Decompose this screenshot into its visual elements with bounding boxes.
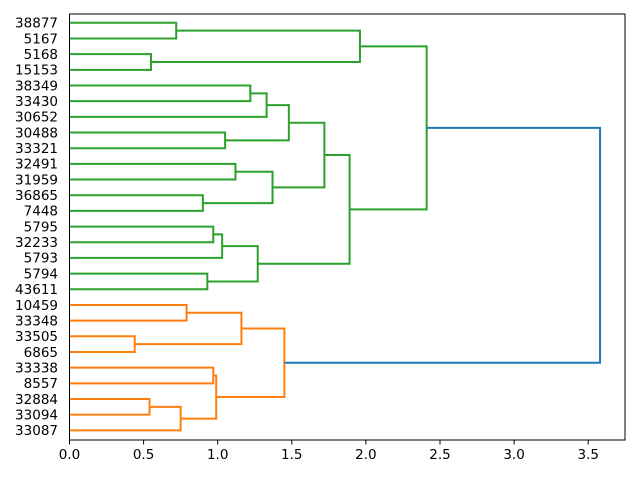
x-tick-label: 0.5 [133, 447, 154, 463]
leaf-label: 33321 [15, 141, 58, 157]
leaf-label: 43611 [15, 282, 58, 298]
leaf-label: 5793 [24, 251, 58, 267]
x-tick-label: 2.0 [355, 447, 376, 463]
leaf-label: 15153 [15, 63, 58, 79]
x-tick-label: 2.5 [429, 447, 450, 463]
leaf-label: 5168 [24, 47, 58, 63]
leaf-label: 5795 [24, 219, 58, 235]
leaf-label: 33338 [15, 360, 58, 376]
x-tick-label: 1.0 [207, 447, 228, 463]
leaf-label: 33094 [15, 407, 58, 423]
leaf-label: 33505 [15, 329, 58, 345]
leaf-label: 36865 [15, 188, 58, 204]
leaf-label: 30488 [15, 125, 58, 141]
axes-border [69, 13, 626, 441]
x-tick-label: 3.0 [503, 447, 524, 463]
leaf-label: 38349 [15, 78, 58, 94]
leaf-label: 38877 [15, 16, 58, 32]
leaf-label: 33348 [15, 313, 58, 329]
leaf-label: 30652 [15, 110, 58, 126]
leaf-label: 8557 [24, 376, 58, 392]
leaf-label: 32884 [15, 392, 58, 408]
leaf-label: 6865 [24, 345, 58, 361]
leaf-label: 10459 [15, 298, 58, 314]
leaf-label: 33430 [15, 94, 58, 110]
leaf-label: 33087 [15, 423, 58, 439]
leaf-label: 32491 [15, 157, 58, 173]
leaf-label: 7448 [24, 204, 58, 220]
leaf-label: 32233 [15, 235, 58, 251]
x-tick-label: 0.0 [59, 447, 80, 463]
dendrogram-link [284, 126, 602, 364]
leaf-label: 5794 [24, 266, 58, 282]
leaf-label: 31959 [15, 172, 58, 188]
x-tick-label: 3.5 [577, 447, 598, 463]
x-tick-label: 1.5 [281, 447, 302, 463]
leaf-label: 5167 [24, 31, 58, 47]
